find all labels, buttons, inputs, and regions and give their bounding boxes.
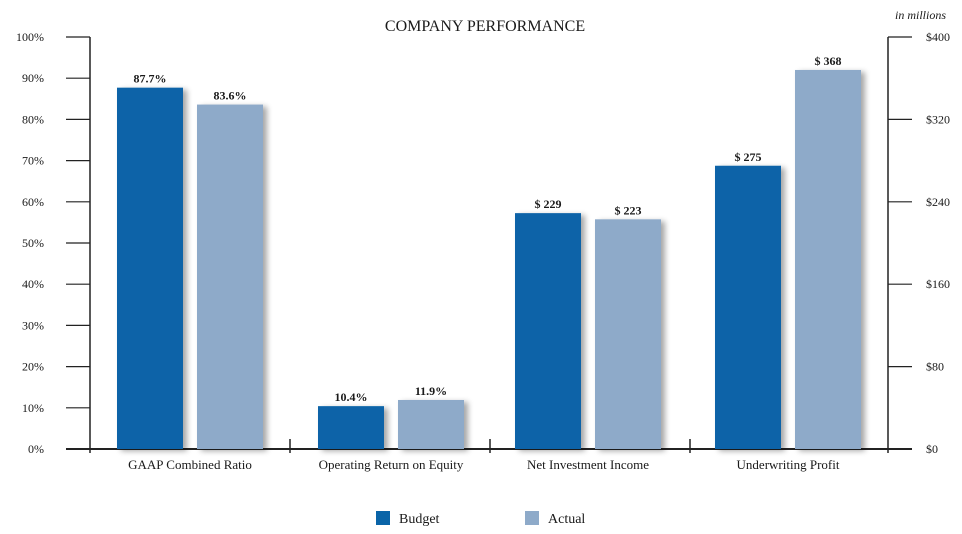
right-tick-label: $0 — [926, 442, 938, 456]
category-label: Underwriting Profit — [737, 457, 840, 472]
right-tick-label: $80 — [926, 360, 944, 374]
right-tick-label: $160 — [926, 277, 950, 291]
category-label: Operating Return on Equity — [319, 457, 464, 472]
legend-swatch-actual — [525, 511, 539, 525]
legend: Budget Actual — [376, 511, 585, 527]
bar-actual-2 — [595, 219, 661, 449]
data-label-actual-2: $ 223 — [615, 203, 642, 217]
left-tick-label: 70% — [22, 154, 44, 168]
left-tick-label: 30% — [22, 318, 44, 332]
left-tick-label: 90% — [22, 71, 44, 85]
bar-budget-3 — [715, 165, 781, 449]
data-label-budget-1: 10.4% — [335, 390, 368, 404]
data-label-budget-0: 87.7% — [134, 72, 167, 86]
bar-budget-0 — [117, 87, 183, 450]
bar-actual-3 — [795, 69, 861, 450]
bars — [117, 69, 861, 450]
data-label-actual-1: 11.9% — [415, 384, 447, 398]
data-label-budget-3: $ 275 — [735, 150, 762, 164]
left-tick-label: 50% — [22, 236, 44, 250]
chart-title: COMPANY PERFORMANCE — [385, 18, 585, 35]
right-tick-label: $240 — [926, 195, 950, 209]
bar-actual-0 — [197, 104, 263, 450]
bar-budget-2 — [515, 213, 581, 449]
data-label-actual-3: $ 368 — [815, 54, 842, 68]
left-tick-label: 80% — [22, 112, 44, 126]
legend-swatch-budget — [376, 511, 390, 525]
left-tick-label: 20% — [22, 360, 44, 374]
data-label-actual-0: 83.6% — [214, 89, 247, 103]
legend-label-actual: Actual — [548, 512, 585, 527]
left-tick-label: 0% — [28, 442, 44, 456]
left-tick-label: 40% — [22, 277, 44, 291]
axes: 0% 10% 20% 30% 40% 50% 60% 70% 80% 90% 100% $0 $80 $1… — [16, 30, 950, 472]
right-tick-label: $400 — [926, 30, 950, 44]
right-tick-label: $320 — [926, 112, 950, 126]
left-tick-label: 60% — [22, 195, 44, 209]
left-tick-label: 100% — [16, 30, 44, 44]
data-labels: 87.7% 83.6% 10.4% 11.9% $ 229 $ 223 $ 275 $ 368 — [134, 54, 842, 404]
category-label: GAAP Combined Ratio — [128, 457, 252, 472]
legend-label-budget: Budget — [399, 512, 440, 527]
left-tick-label: 10% — [22, 401, 44, 415]
data-label-budget-2: $ 229 — [535, 197, 562, 211]
bar-actual-1 — [398, 399, 464, 449]
category-label: Net Investment Income — [527, 457, 649, 472]
bar-budget-1 — [318, 406, 384, 449]
right-axis-unit: in millions — [895, 8, 946, 22]
